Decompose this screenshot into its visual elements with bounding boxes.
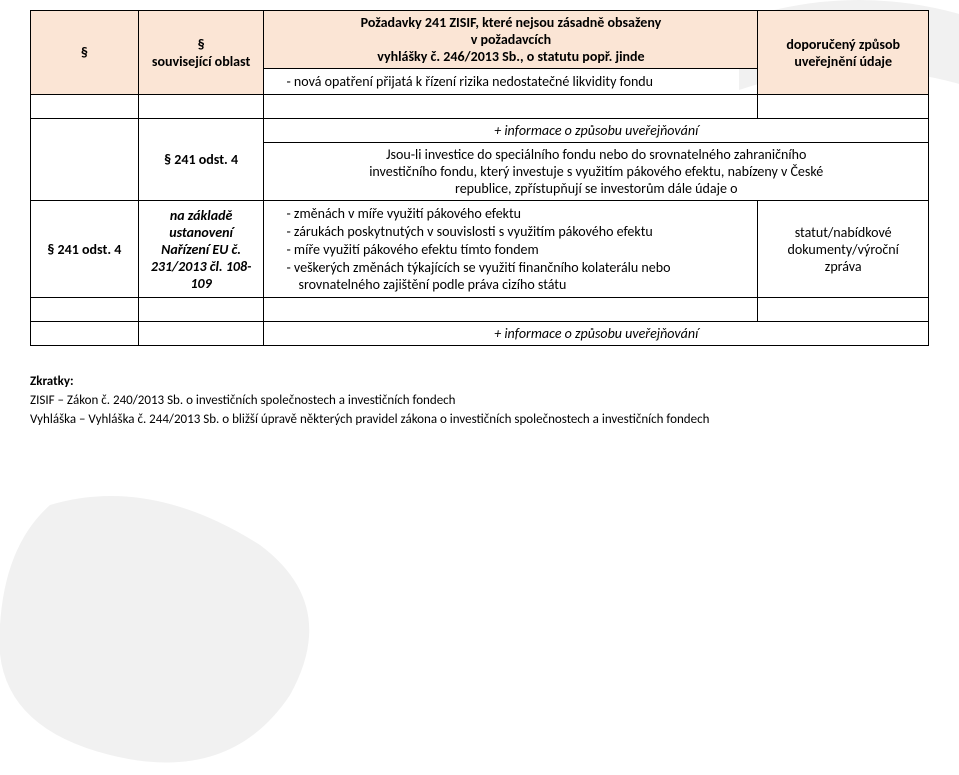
spacer-row-2 [31,298,929,322]
header-recommend: doporučený způsob uveřejnění údaje [758,11,929,95]
final-c2 [138,322,264,346]
row2-empty-sec [31,119,139,201]
rec-l2: dokumenty/výroční [766,241,920,258]
table-row: § 241 odst. 4 + informace o způsobu uveř… [31,119,929,143]
rec-l1: statut/nabídkové [766,224,920,241]
row2-jsou-desc: Jsou-li investice do speciálního fondu n… [264,143,929,201]
spacer-row [31,95,929,119]
header-req-l1: Požadavky 241 ZISIF, které nejsou zásadn… [272,14,749,31]
row3-area: na základě ustanovení Nařízení EU č. 231… [138,201,264,298]
row3-sec-left: § 241 odst. 4 [31,201,139,298]
row3-recommend: statut/nabídkové dokumenty/výroční zpráv… [758,201,929,298]
plus-info-text-2: + informace o způsobu uveřejňování [264,322,929,346]
row2-jsou-cell: + informace o způsobu uveřejňování [264,119,929,143]
footnote-1: ZISIF – Zákon č. 240/2013 Sb. o investič… [30,393,929,408]
header-area-l2: související oblast [147,53,256,70]
table-row: + informace o způsobu uveřejňování [31,322,929,346]
footnotes: Zkratky: ZISIF – Zákon č. 240/2013 Sb. o… [30,374,929,427]
area-l2: ustanovení [147,224,256,241]
jsou-l1: Jsou-li investice do speciálního fondu n… [272,146,920,163]
row2-sec-241-4: § 241 odst. 4 [138,119,264,201]
area-l3: Nařízení EU č. [147,241,256,258]
header-rec-l1: doporučený způsob [766,36,920,53]
final-c1 [31,322,139,346]
requirements-table: § § související oblast Požadavky 241 ZIS… [30,10,929,346]
row3-req-2: míře využití pákového efektu tímto fonde… [280,241,749,258]
footnote-2: Vyhláška – Vyhláška č. 244/2013 Sb. o bl… [30,412,929,427]
row3-req: změnách v míře využití pákového efektu z… [264,201,758,298]
header-req-l2: v požadavcích [272,31,749,48]
row1-req-item: nová opatření přijatá k řízení rizika ne… [280,73,749,90]
jsou-l2: investičního fondu, který investuje s vy… [272,163,920,180]
header-req-l3: vyhlášky č. 246/2013 Sb., o statutu popř… [272,48,749,65]
header-section: § [31,11,139,95]
table-row: § 241 odst. 4 na základě ustanovení Naří… [31,201,929,298]
row3-req-3: veškerých změnách týkajících se využití … [280,259,749,293]
area-l4: 231/2013 čl. 108- [147,258,256,275]
jsou-l3: republice, zpřístupňují se investorům dá… [272,180,920,197]
header-area: § související oblast [138,11,264,95]
footnotes-label: Zkratky: [30,374,929,389]
header-rec-l2: uveřejnění údaje [766,53,920,70]
area-l5: 109 [147,275,256,292]
header-requirements: Požadavky 241 ZISIF, které nejsou zásadn… [264,11,758,69]
table-header-row: § § související oblast Požadavky 241 ZIS… [31,11,929,69]
row3-req-0: změnách v míře využití pákového efektu [280,205,749,222]
header-area-l1: § [147,36,256,53]
plus-info-text-1: + informace o způsobu uveřejňování [272,122,920,139]
rec-l3: zpráva [766,258,920,275]
row3-req-1: zárukách poskytnutých v souvislosti s vy… [280,223,749,240]
area-l1: na základě [147,207,256,224]
row1-req: nová opatření přijatá k řízení rizika ne… [264,69,758,95]
